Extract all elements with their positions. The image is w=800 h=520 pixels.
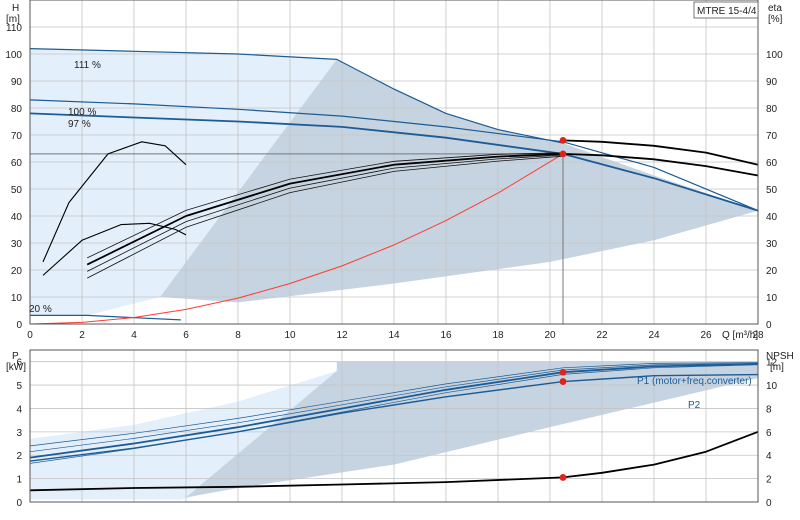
curve-head_nominal (29, 99, 759, 212)
y-tick-label-h: 60 (11, 158, 23, 169)
y2-tick-label-eta: 10 (766, 293, 778, 304)
plot-frame-bottom (29, 349, 759, 503)
y-tick-label-h: 0 (16, 320, 22, 331)
x-axis-label-q: Q [m³/h] (722, 330, 758, 341)
y-tick-label-p: 6 (16, 358, 22, 369)
y-tick-label-p: 3 (16, 428, 22, 439)
y2-tick-label-eta: 0 (766, 320, 772, 331)
x-tick-label-q: 12 (336, 330, 348, 341)
curve-system (29, 153, 564, 325)
y-axis-label-h: H (12, 3, 19, 14)
curve-head_max (29, 48, 564, 144)
y-tick-label-h: 110 (6, 23, 22, 34)
curve-efficiency (86, 153, 759, 266)
y2-tick-label-npsh: 2 (766, 475, 772, 486)
y-axis-unit-p: [kW] (6, 362, 26, 373)
y2-tick-label-eta: 50 (766, 185, 778, 196)
x-tick-label-q: 14 (388, 330, 400, 341)
chart-title: MTRE 15-4/4 (697, 6, 757, 17)
x-tick-label-q: 6 (183, 330, 189, 341)
speed-label-20: 20 % (29, 304, 52, 315)
curve-head_min (30, 314, 181, 321)
y-tick-label-h: 90 (11, 77, 23, 88)
curve-p1 (29, 363, 759, 459)
y-tick-label-h: 50 (11, 185, 23, 196)
y2-tick-label-eta: 60 (766, 158, 778, 169)
y-tick-label-p: 2 (16, 451, 22, 462)
y-tick-label-h: 20 (11, 266, 23, 277)
y-axis-unit-h: [m] (6, 14, 20, 25)
duty-point-p2 (559, 378, 567, 385)
y-tick-label-h: 100 (5, 50, 22, 61)
speed-label-100: 100 % (68, 107, 96, 118)
y2-axis-unit-eta: [%] (768, 14, 783, 25)
plot-frame-top (29, 0, 759, 325)
x-tick-label-q: 4 (131, 330, 137, 341)
x-tick-label-q: 16 (440, 330, 452, 341)
y2-axis-unit-npsh: [m] (770, 362, 784, 373)
x-tick-label-q: 0 (27, 330, 33, 341)
duty-point-npsh (559, 474, 567, 481)
y2-tick-label-eta: 80 (766, 104, 778, 115)
y-tick-label-h: 30 (11, 239, 23, 250)
y2-tick-label-eta: 70 (766, 131, 778, 142)
head-efficiency-panel: 0102030405060708090100110010203040506070… (5, 0, 783, 341)
y-tick-label-h: 40 (11, 212, 23, 223)
y2-tick-label-npsh: 0 (766, 498, 772, 509)
y-tick-label-p: 4 (16, 404, 22, 415)
y-tick-label-p: 5 (16, 381, 22, 392)
y-tick-label-h: 80 (11, 104, 23, 115)
curve-efficiency-variant (87, 152, 564, 259)
y2-tick-label-npsh: 6 (766, 428, 772, 439)
duty-point-p1 (559, 368, 567, 376)
duty-point-head (559, 150, 567, 158)
x-tick-label-q: 22 (596, 330, 608, 341)
y2-tick-label-eta: 20 (766, 266, 778, 277)
chart-title-box (693, 1, 759, 19)
duty-point-eta (559, 137, 567, 144)
x-tick-label-q: 2 (79, 330, 85, 341)
curve-efficiency-variant (87, 154, 564, 272)
curve-efficiency_small (42, 222, 187, 276)
curve-efficiency_small (42, 141, 187, 263)
x-tick-label-q: 20 (544, 330, 556, 341)
x-tick-label-q: 24 (648, 330, 660, 341)
speed-label-97: 97 % (68, 119, 91, 130)
y-axis-label-p: P (12, 351, 19, 362)
curve-efficiency_max (562, 139, 759, 166)
x-tick-label-q: 8 (235, 330, 241, 341)
curve-p2 (29, 373, 759, 462)
y2-tick-label-eta: 100 (766, 50, 783, 61)
x-tick-label-q: 10 (284, 330, 296, 341)
y2-tick-label-eta: 40 (766, 212, 778, 223)
y2-tick-label-npsh: 8 (766, 404, 772, 415)
y-tick-label-h: 10 (11, 293, 23, 304)
x-tick-label-q: 28 (752, 330, 764, 341)
series-label-p2: P2 (688, 400, 701, 411)
y2-tick-label-npsh: 10 (766, 381, 778, 392)
curve-npsh (29, 430, 759, 492)
y2-tick-label-eta: 90 (766, 77, 778, 88)
operating-range-dark (160, 59, 758, 303)
power-range-dark (186, 361, 758, 498)
y2-tick-label-eta: 30 (766, 239, 778, 250)
curve-power-variant (29, 362, 759, 447)
speed-label-111: 111 % (74, 60, 101, 71)
y-tick-label-h: 70 (11, 131, 23, 142)
y-tick-label-p: 0 (16, 498, 22, 509)
y2-tick-label-npsh: 12 (766, 358, 778, 369)
y2-axis-label-eta: eta (768, 3, 782, 14)
series-label-p1: P1 (motor+freq.converter) (637, 376, 752, 387)
x-tick-label-q: 26 (700, 330, 712, 341)
curve-head_duty (29, 112, 759, 212)
curve-efficiency-variant (87, 155, 564, 279)
x-tick-label-q: 18 (492, 330, 504, 341)
y2-axis-label-npsh: NPSH (766, 351, 794, 362)
curve-power-variant (29, 362, 759, 453)
y-tick-label-p: 1 (16, 475, 22, 486)
y2-tick-label-npsh: 4 (766, 451, 772, 462)
